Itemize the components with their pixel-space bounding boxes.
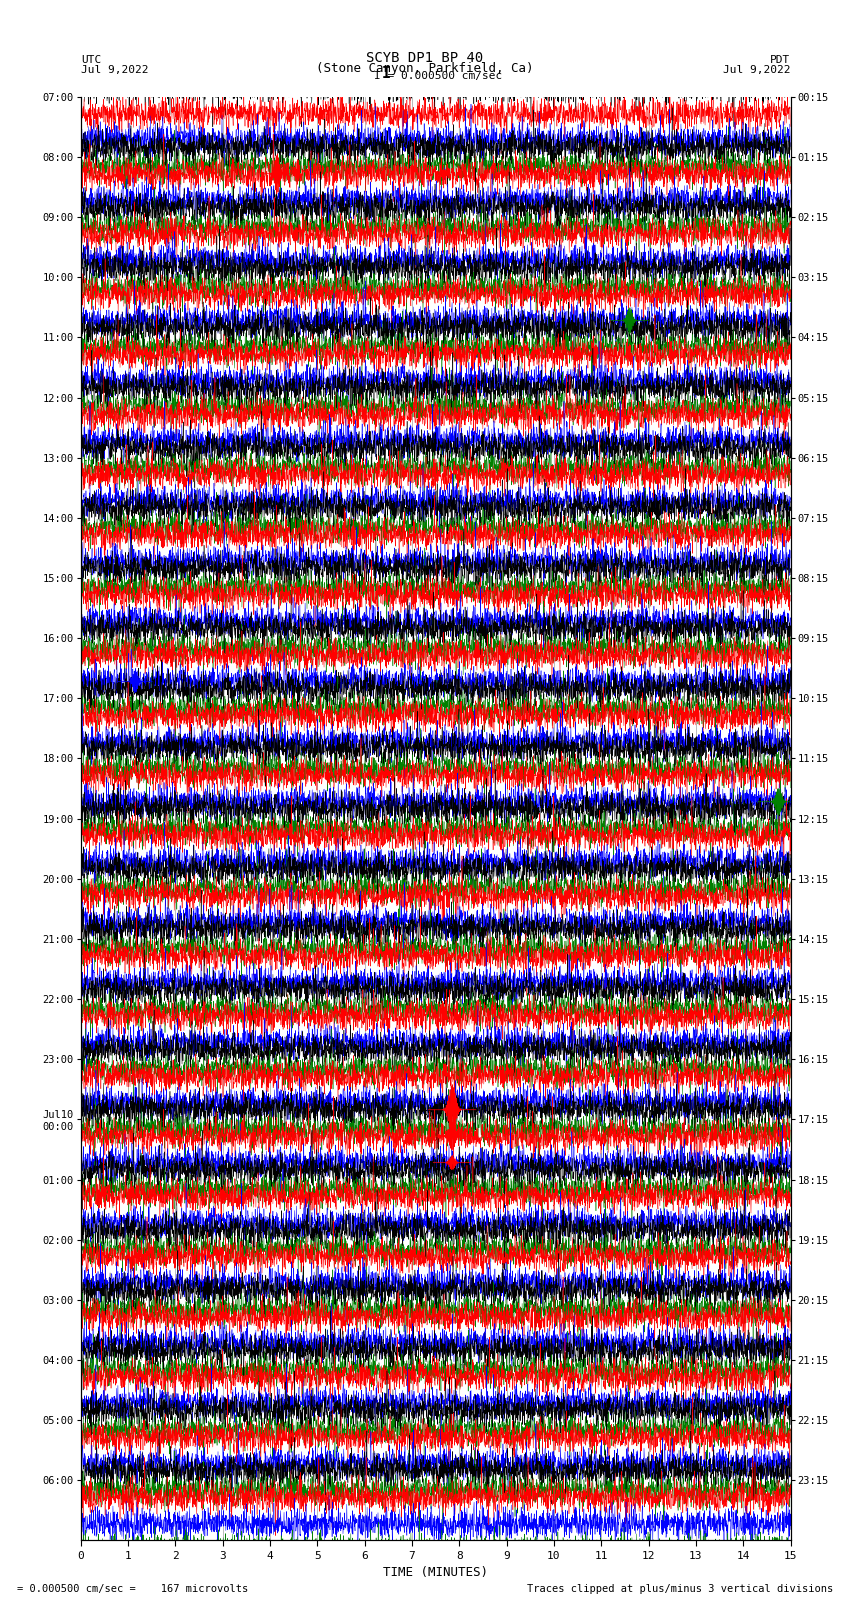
Text: Traces clipped at plus/minus 3 vertical divisions: Traces clipped at plus/minus 3 vertical … — [527, 1584, 833, 1594]
Text: PDT: PDT — [770, 55, 790, 65]
Text: I = 0.000500 cm/sec: I = 0.000500 cm/sec — [374, 71, 502, 82]
Text: = 0.000500 cm/sec =    167 microvolts: = 0.000500 cm/sec = 167 microvolts — [17, 1584, 248, 1594]
Text: Jul 9,2022: Jul 9,2022 — [723, 65, 791, 76]
X-axis label: TIME (MINUTES): TIME (MINUTES) — [383, 1566, 488, 1579]
Text: I: I — [382, 66, 391, 82]
Text: (Stone Canyon, Parkfield, Ca): (Stone Canyon, Parkfield, Ca) — [316, 61, 534, 76]
Text: UTC: UTC — [81, 55, 101, 65]
Text: SCYB DP1 BP 40: SCYB DP1 BP 40 — [366, 52, 484, 65]
Text: Jul 9,2022: Jul 9,2022 — [81, 65, 148, 76]
